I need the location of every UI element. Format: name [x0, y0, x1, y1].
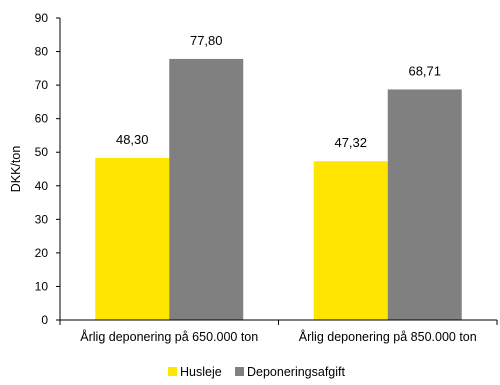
data-label: 68,71 [408, 63, 441, 78]
legend: Husleje Deponeringsafgift [168, 365, 346, 379]
y-axis-title: DKK/ton [9, 146, 23, 193]
y-tick-label: 50 [35, 145, 49, 159]
x-category-label: Årlig deponering på 850.000 ton [299, 329, 477, 344]
data-labels: 48,30 47,32 77,80 68,71 [116, 33, 441, 150]
bar [313, 161, 388, 320]
y-tick-label: 80 [35, 45, 49, 59]
y-tick-label: 20 [35, 246, 49, 260]
data-label: 77,80 [190, 33, 223, 48]
legend-swatch [235, 367, 244, 376]
bars [95, 58, 462, 321]
x-axis-ticks [59, 320, 498, 325]
plot-area: 48,30 47,32 77,80 68,71 0 10 20 30 40 50 60 70 80 90… [9, 11, 498, 344]
y-tick-label: 30 [35, 212, 49, 226]
legend-label: Deponeringsafgift [247, 365, 346, 379]
y-tick-label: 0 [41, 313, 48, 327]
bar [387, 89, 462, 320]
x-axis-category-labels: Årlig deponering på 650.000 ton Årlig dep… [80, 329, 476, 344]
y-tick-label: 10 [35, 279, 49, 293]
y-tick-label: 40 [35, 179, 49, 193]
x-category-label: Årlig deponering på 650.000 ton [80, 329, 258, 344]
y-axis-tick-labels: 0 10 20 30 40 50 60 70 80 90 [35, 11, 49, 327]
data-label: 48,30 [116, 132, 149, 147]
bar [95, 157, 170, 320]
data-label: 47,32 [334, 135, 367, 150]
y-axis-ticks [56, 17, 60, 321]
bar [169, 58, 244, 321]
y-tick-label: 60 [35, 112, 49, 126]
y-tick-label: 70 [35, 78, 49, 92]
legend-swatch [168, 367, 177, 376]
y-tick-label: 90 [35, 11, 49, 25]
legend-label: Husleje [180, 365, 222, 379]
